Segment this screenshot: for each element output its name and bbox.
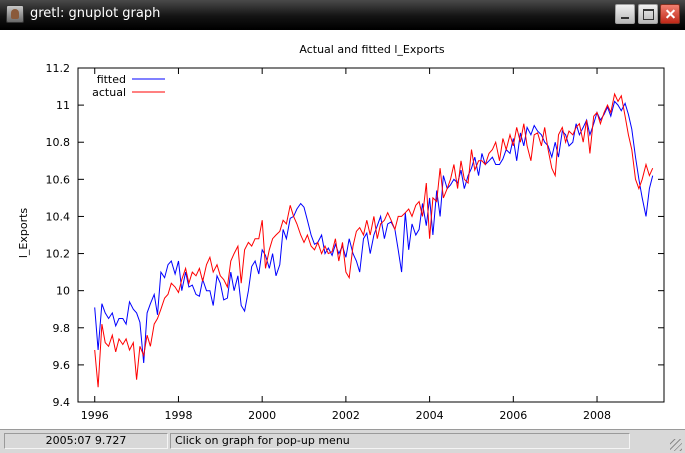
cursor-coordinates: 2005:07 9.727 — [4, 433, 168, 449]
y-axis-label: l_Exports — [17, 208, 30, 259]
status-hint: Click on graph for pop-up menu — [170, 433, 630, 449]
y-tick-label: 9.4 — [53, 396, 71, 409]
y-tick-label: 10.8 — [46, 136, 71, 149]
x-tick-label: 2002 — [332, 409, 360, 422]
close-icon[interactable] — [660, 4, 680, 24]
maximize-icon[interactable] — [638, 4, 658, 24]
y-tick-label: 10.4 — [46, 210, 71, 223]
x-tick-label: 1998 — [164, 409, 192, 422]
title-bar[interactable]: gretl: gnuplot graph — [0, 0, 685, 30]
plot-frame — [77, 67, 665, 403]
series-line-fitted — [94, 100, 654, 364]
y-tick-label: 9.8 — [53, 322, 71, 335]
axis-ticks: 9.4 9.6 9.8 10 10.2 10.4 10.6 10.8 11 11.2 1996 199… — [46, 62, 664, 422]
y-tick-label: 10.2 — [46, 248, 71, 261]
actual-fitted-chart[interactable]: Actual and fitted l_Exports l_Exports 9.… — [0, 30, 685, 429]
gretl-app-icon[interactable] — [6, 5, 24, 23]
resize-grip-icon[interactable] — [670, 439, 682, 451]
x-tick-label: 1996 — [81, 409, 109, 422]
window-title: gretl: gnuplot graph — [30, 6, 161, 21]
y-tick-label: 9.6 — [53, 359, 71, 372]
x-tick-label: 2000 — [248, 409, 276, 422]
series-layer — [94, 92, 654, 388]
y-tick-label: 11.2 — [46, 62, 71, 75]
x-tick-label: 2008 — [583, 409, 611, 422]
legend-label-fitted: fitted — [97, 73, 126, 86]
x-tick-label: 2004 — [416, 409, 444, 422]
y-tick-label: 11 — [56, 99, 70, 112]
x-tick-label: 2006 — [499, 409, 527, 422]
chart-title: Actual and fitted l_Exports — [299, 43, 445, 56]
legend: fitted actual — [92, 73, 165, 99]
y-tick-label: 10 — [56, 285, 70, 298]
legend-label-actual: actual — [92, 86, 126, 99]
graph-canvas[interactable]: Actual and fitted l_Exports l_Exports 9.… — [0, 30, 685, 429]
y-tick-label: 10.6 — [46, 173, 71, 186]
status-bar: 2005:07 9.727 Click on graph for pop-up … — [0, 429, 685, 453]
minimize-icon[interactable] — [615, 4, 635, 24]
series-line-actual — [94, 92, 654, 388]
